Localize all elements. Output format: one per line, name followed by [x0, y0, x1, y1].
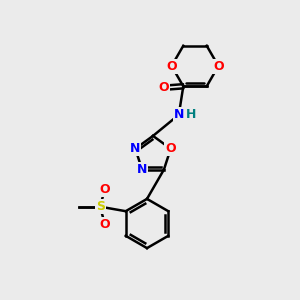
Text: S: S: [96, 200, 105, 213]
Text: O: O: [158, 81, 169, 94]
Text: H: H: [186, 108, 197, 121]
Text: O: O: [213, 59, 224, 73]
Text: O: O: [99, 218, 110, 231]
Text: O: O: [99, 183, 110, 196]
Text: N: N: [174, 108, 184, 121]
Text: N: N: [130, 142, 140, 155]
Text: O: O: [166, 59, 177, 73]
Text: O: O: [165, 142, 176, 155]
Text: N: N: [137, 163, 147, 176]
